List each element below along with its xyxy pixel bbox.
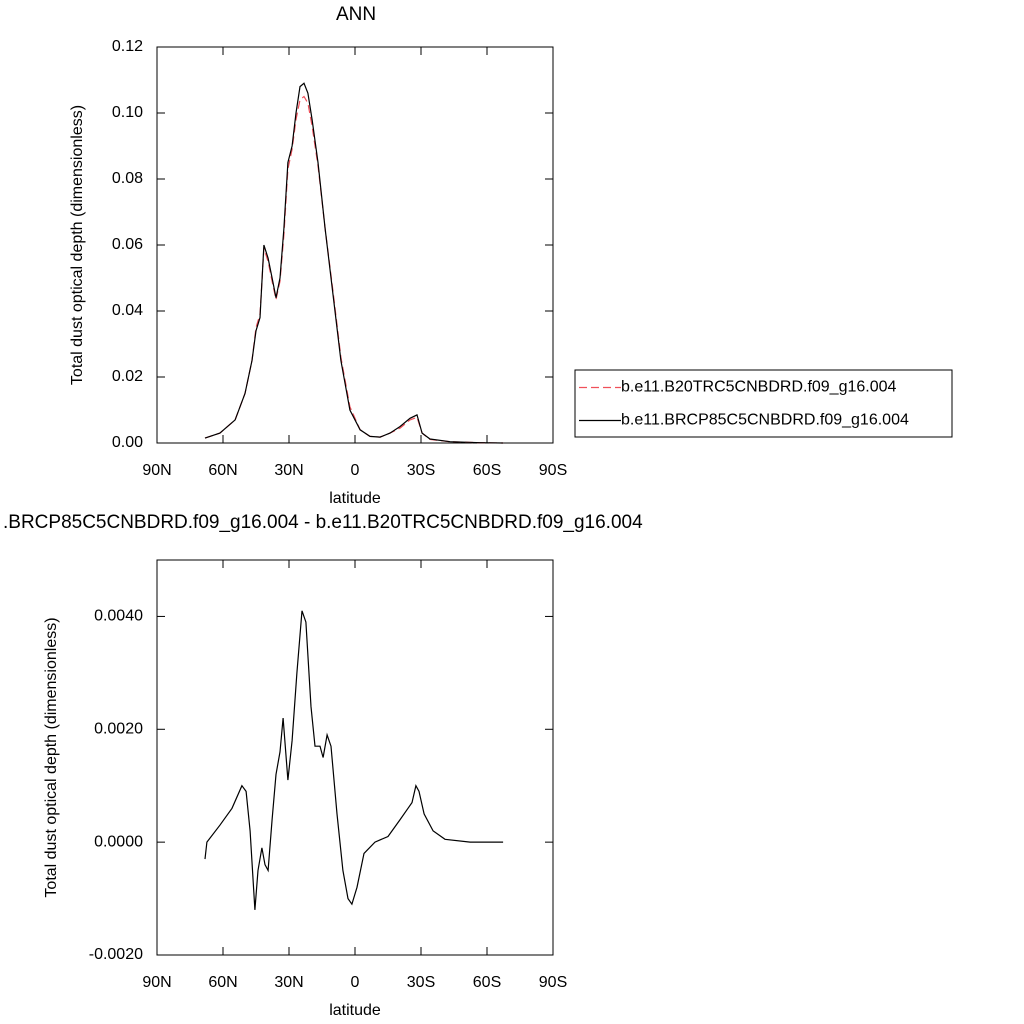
- y-tick-label: 0.04: [112, 302, 143, 319]
- x-tick-label: 30S: [407, 974, 435, 991]
- y-tick-label: -0.0020: [89, 946, 143, 963]
- legend-box: [574, 369, 953, 438]
- data-line: [204, 610, 504, 910]
- data-line: [204, 95, 504, 444]
- plot-frame: [156, 46, 554, 444]
- y-tick-label: 0.0000: [94, 833, 143, 850]
- y-tick-label: 0.12: [112, 38, 143, 55]
- x-tick-label: 0: [351, 462, 360, 479]
- x-axis-label: latitude: [329, 1002, 381, 1019]
- x-axis-label: latitude: [329, 490, 381, 507]
- x-tick-label: 30N: [274, 974, 303, 991]
- x-tick-label: 30N: [274, 462, 303, 479]
- x-tick-label: 60S: [473, 974, 501, 991]
- legend-label: b.e11.BRCP85C5CNBDRD.f09_g16.004: [621, 412, 909, 429]
- y-tick-label: 0.0020: [94, 721, 143, 738]
- legend-label: b.e11.B20TRC5CNBDRD.f09_g16.004: [621, 379, 897, 396]
- y-tick-label: 0.00: [112, 434, 143, 451]
- chart-title: ANN: [336, 4, 376, 25]
- y-tick-label: 0.10: [112, 104, 143, 121]
- x-tick-label: 0: [351, 974, 360, 991]
- x-tick-label: 90N: [142, 974, 171, 991]
- y-tick-label: 0.02: [112, 368, 143, 385]
- y-axis-label: Total dust optical depth (dimensionless): [43, 617, 60, 897]
- chart-title: .BRCP85C5CNBDRD.f09_g16.004 - b.e11.B20T…: [3, 512, 643, 533]
- x-tick-label: 60N: [208, 974, 237, 991]
- x-tick-label: 60S: [473, 462, 501, 479]
- y-tick-label: 0.0040: [94, 608, 143, 625]
- x-tick-label: 90S: [539, 462, 567, 479]
- x-tick-label: 90N: [142, 462, 171, 479]
- x-tick-label: 90S: [539, 974, 567, 991]
- x-tick-label: 30S: [407, 462, 435, 479]
- y-axis-label: Total dust optical depth (dimensionless): [69, 105, 86, 385]
- y-tick-label: 0.06: [112, 236, 143, 253]
- data-line: [204, 82, 504, 444]
- x-tick-label: 60N: [208, 462, 237, 479]
- y-tick-label: 0.08: [112, 170, 143, 187]
